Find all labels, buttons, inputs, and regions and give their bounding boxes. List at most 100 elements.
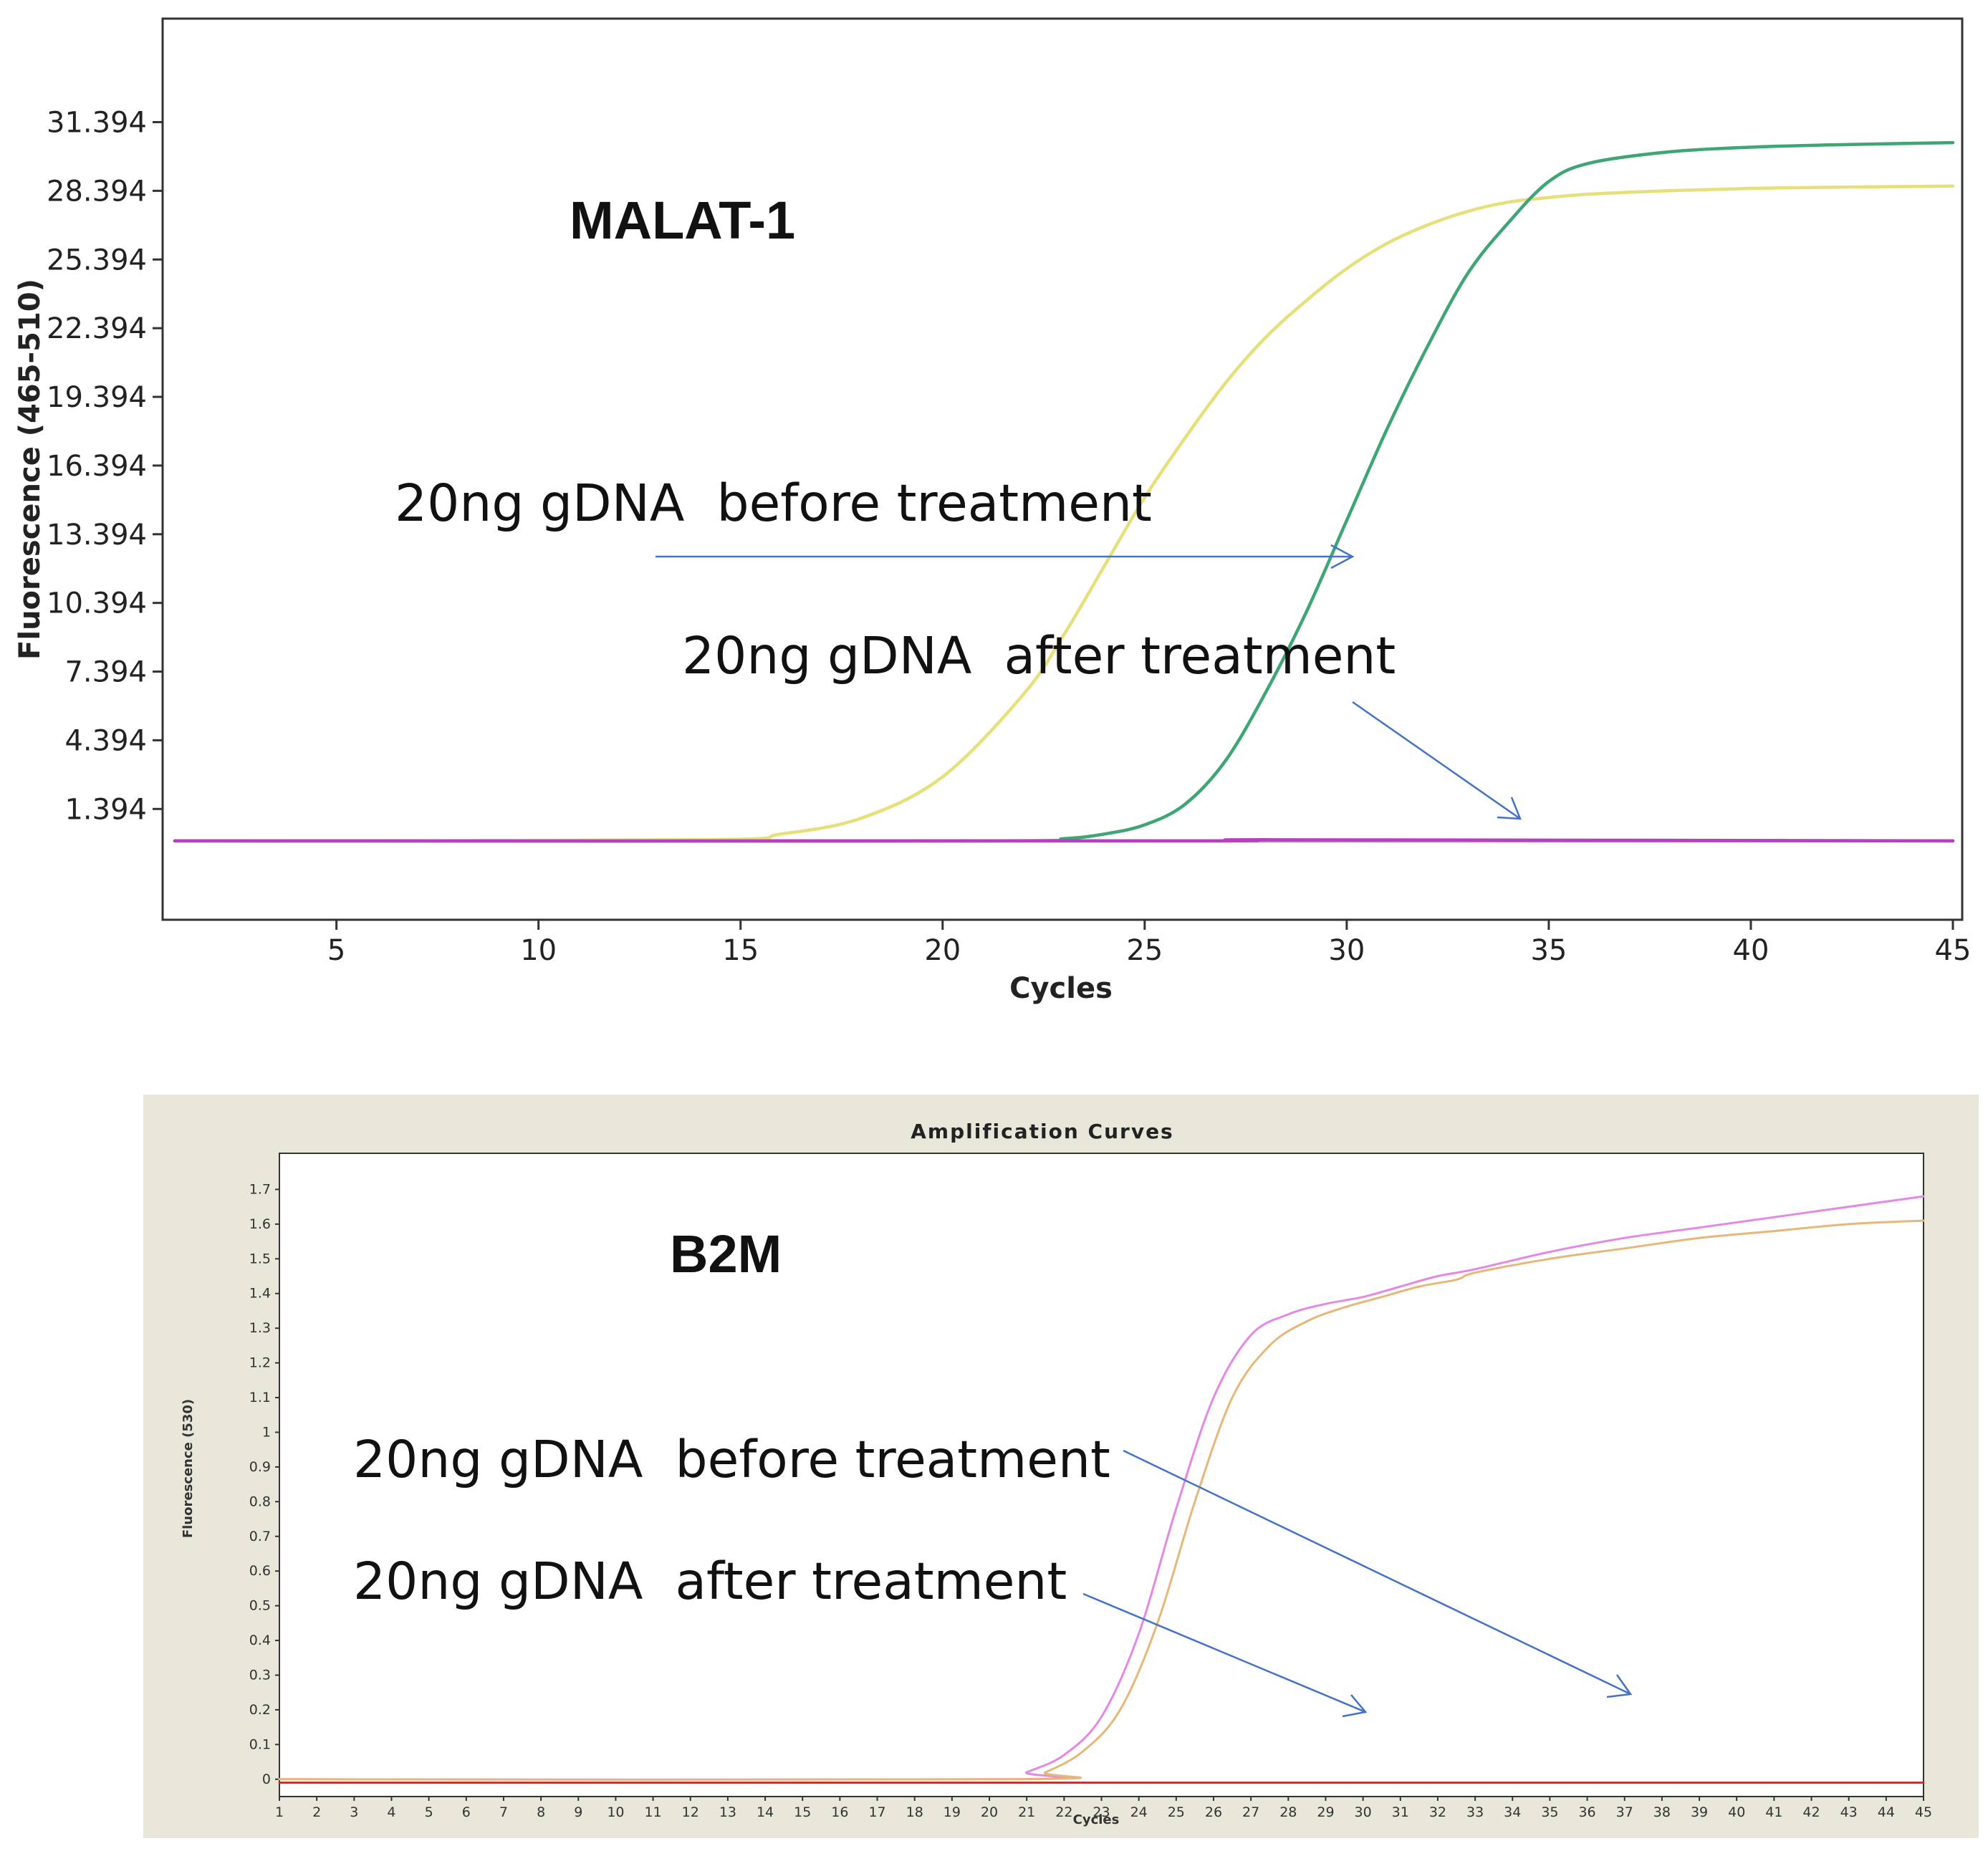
y-tick-label: 1.2	[249, 1355, 271, 1371]
x-tick-label: 41	[1765, 1804, 1782, 1820]
x-tick-label: 17	[868, 1804, 885, 1820]
malat1-y-axis-title: Fluorescence (465-510)	[14, 279, 47, 660]
x-tick-label: 35	[1541, 1804, 1558, 1820]
b2m-gene-label: B2M	[670, 1224, 782, 1284]
x-tick-label: 45	[1915, 1804, 1932, 1820]
malat1-x-axis-title: Cycles	[1009, 972, 1113, 1005]
x-tick-label: 9	[574, 1804, 582, 1820]
b2m-series-group	[278, 1195, 1925, 1784]
y-tick-label: 0.8	[249, 1494, 271, 1509]
x-tick-label: 4	[387, 1804, 395, 1820]
y-tick-label: 1.394	[64, 793, 147, 826]
x-tick-label: 20	[924, 934, 961, 967]
x-tick-label: 5	[425, 1804, 433, 1820]
x-tick-label: 32	[1429, 1804, 1446, 1820]
x-tick-label: 40	[1733, 934, 1769, 967]
malat1-arrow-after	[1352, 701, 1522, 820]
y-tick-label: 0.2	[249, 1702, 271, 1718]
y-tick-label: 19.394	[47, 381, 147, 414]
x-tick-label: 30	[1328, 934, 1365, 967]
y-tick-label: 13.394	[47, 519, 147, 552]
y-tick-label: 1.7	[249, 1181, 271, 1197]
y-tick-label: 0.1	[249, 1736, 271, 1752]
malat1-annotation-after: 20ng gDNA after treatment	[682, 626, 1396, 686]
x-tick-label: 25	[1168, 1804, 1185, 1820]
x-tick-label: 40	[1728, 1804, 1745, 1820]
x-tick-label: 37	[1616, 1804, 1633, 1820]
x-tick-label: 15	[722, 934, 759, 967]
b2m-arrow-before	[1123, 1449, 1633, 1698]
x-tick-label: 28	[1279, 1804, 1297, 1820]
y-tick-label: 22.394	[47, 312, 147, 345]
x-tick-label: 27	[1242, 1804, 1259, 1820]
y-tick-label: 25.394	[47, 244, 147, 277]
x-tick-label: 20	[981, 1804, 998, 1820]
y-tick-label: 1.6	[249, 1216, 271, 1232]
x-tick-label: 42	[1802, 1804, 1820, 1820]
x-tick-label: 34	[1504, 1804, 1521, 1820]
b2m-x-axis: 1 2 3 4 5 6 7 8 9 10 11 12 13 14 15 16 17 18 19 20 21 22 23 24 2…	[275, 1797, 1932, 1820]
x-tick-label: 29	[1317, 1804, 1334, 1820]
x-tick-label: 7	[499, 1804, 508, 1820]
x-tick-label: 5	[327, 934, 345, 967]
series-line-20ng-gdna-before-treatment	[173, 184, 1955, 843]
y-tick-label: 28.394	[47, 175, 147, 208]
x-tick-label: 14	[757, 1804, 774, 1820]
y-tick-label: 0.6	[249, 1563, 271, 1579]
b2m-chart-title: Amplification Curves	[911, 1120, 1173, 1143]
x-tick-label: 24	[1130, 1804, 1148, 1820]
x-tick-label: 31	[1392, 1804, 1409, 1820]
malat1-chart: 1.394 4.394 7.394 10.394 13.394 16.394 19.394 2…	[14, 17, 1972, 1005]
b2m-plot-frame	[279, 1153, 1924, 1797]
x-tick-label: 33	[1466, 1804, 1484, 1820]
y-tick-label: 1.1	[249, 1390, 271, 1405]
x-tick-label: 23	[1093, 1804, 1110, 1820]
y-tick-label: 10.394	[47, 587, 147, 620]
x-tick-label: 21	[1018, 1804, 1035, 1820]
x-tick-label: 10	[520, 934, 557, 967]
b2m-arrow-after	[1082, 1592, 1368, 1718]
y-tick-label: 7.394	[64, 656, 147, 689]
b2m-x-axis-title: Cycles	[1073, 1812, 1120, 1827]
malat1-y-axis: 1.394 4.394 7.394 10.394 13.394 16.394 19.394 2…	[47, 107, 163, 826]
malat1-arrow-before	[656, 544, 1355, 569]
y-tick-label: 0.5	[249, 1598, 271, 1614]
x-tick-label: 26	[1205, 1804, 1222, 1820]
x-tick-label: 36	[1578, 1804, 1595, 1820]
x-tick-label: 12	[682, 1804, 699, 1820]
x-tick-label: 11	[644, 1804, 661, 1820]
malat1-annotation-before: 20ng gDNA before treatment	[395, 473, 1152, 533]
b2m-chart: Amplification Curves 0 0.1 0.2 0.3 0.4 0.5 0.6…	[143, 1095, 1979, 1838]
x-tick-label: 45	[1935, 934, 1972, 967]
x-tick-label: 35	[1530, 934, 1567, 967]
malat1-gene-label: MALAT-1	[570, 191, 795, 250]
x-tick-label: 22	[1055, 1804, 1072, 1820]
series-line-20ng-gdna-after-treatment	[173, 838, 1955, 843]
y-tick-label: 0.7	[249, 1529, 271, 1544]
x-tick-label: 18	[906, 1804, 923, 1820]
x-tick-label: 44	[1878, 1804, 1895, 1820]
x-tick-label: 1	[275, 1804, 284, 1820]
series-line-20ng-gdna-before-treatment	[278, 1195, 1925, 1782]
x-tick-label: 30	[1355, 1804, 1372, 1820]
y-tick-label: 0.9	[249, 1459, 271, 1475]
y-tick-label: 31.394	[47, 107, 147, 140]
y-tick-label: 1.3	[249, 1320, 271, 1336]
x-tick-label: 43	[1840, 1804, 1858, 1820]
b2m-annotation-after: 20ng gDNA after treatment	[353, 1552, 1067, 1611]
malat1-plot-frame	[161, 17, 1964, 921]
x-tick-label: 13	[719, 1804, 736, 1820]
malat1-series-group	[173, 140, 1955, 843]
b2m-y-axis: 0 0.1 0.2 0.3 0.4 0.5 0.6 0.7 0.8 0.9 1 1.1 1.2 1.3 1.…	[249, 1181, 279, 1787]
series-line-20ng-gdna-after-treatment	[278, 1219, 1925, 1782]
y-tick-label: 1.4	[249, 1286, 271, 1302]
x-tick-label: 16	[831, 1804, 848, 1820]
y-tick-label: 0.3	[249, 1667, 271, 1683]
y-tick-label: 16.394	[47, 450, 147, 483]
x-tick-label: 39	[1691, 1804, 1708, 1820]
x-tick-label: 3	[350, 1804, 358, 1820]
x-tick-label: 2	[312, 1804, 321, 1820]
y-tick-label: 1	[262, 1424, 271, 1440]
x-tick-label: 8	[537, 1804, 545, 1820]
